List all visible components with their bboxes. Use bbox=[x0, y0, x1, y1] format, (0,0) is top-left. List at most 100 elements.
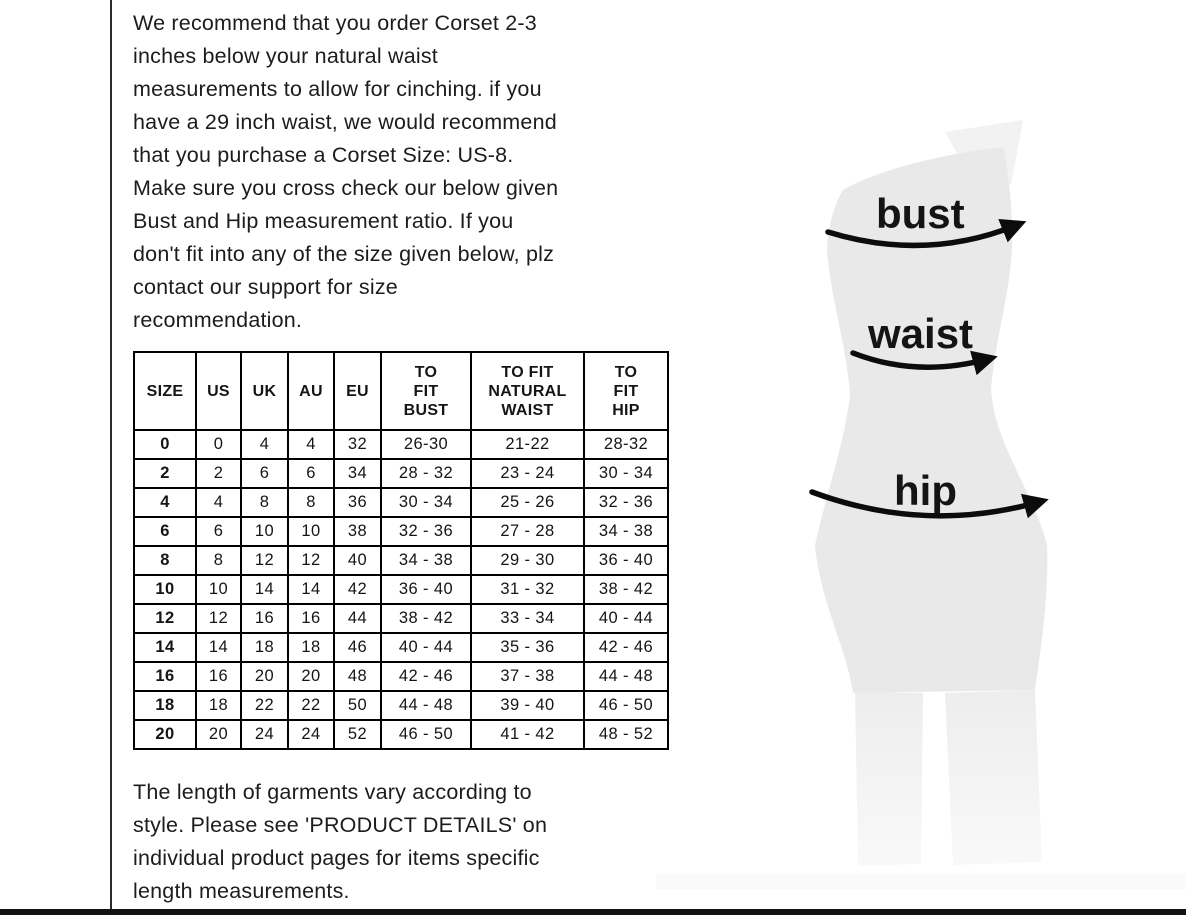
size-cell: 2 bbox=[133, 458, 197, 489]
table-cell: 34 - 38 bbox=[583, 516, 669, 547]
size-cell: 18 bbox=[133, 690, 197, 721]
table-cell: 44 bbox=[333, 603, 382, 634]
table-row: 16 16 20 20 48 42 - 46 37 - 38 44 - 48 bbox=[133, 661, 669, 692]
table-cell: 12 bbox=[240, 545, 289, 576]
table-cell: 23 - 24 bbox=[470, 458, 585, 489]
table-cell: 8 bbox=[240, 487, 289, 518]
table-cell: 10 bbox=[195, 574, 242, 605]
size-cell: 14 bbox=[133, 632, 197, 663]
size-conversion-table: SIZE US UK AU EU TO FIT BUST TO FIT NATU… bbox=[133, 351, 669, 750]
body-measurement-diagram: bust waist hip bbox=[809, 120, 1049, 866]
table-cell: 36 bbox=[333, 487, 382, 518]
table-cell: 6 bbox=[287, 458, 335, 489]
table-cell: 32 - 36 bbox=[380, 516, 472, 547]
bust-arrow bbox=[825, 218, 1027, 249]
table-cell: 40 bbox=[333, 545, 382, 576]
table-cell: 30 - 34 bbox=[380, 487, 472, 518]
table-cell: 8 bbox=[287, 487, 335, 518]
table-cell: 10 bbox=[287, 516, 335, 547]
table-cell: 4 bbox=[287, 429, 335, 460]
table-cell: 16 bbox=[287, 603, 335, 634]
table-cell: 46 - 50 bbox=[380, 719, 472, 750]
table-cell: 12 bbox=[287, 545, 335, 576]
table-cell: 18 bbox=[240, 632, 289, 663]
table-cell: 29 - 30 bbox=[470, 545, 585, 576]
size-cell: 16 bbox=[133, 661, 197, 692]
bust-label: bust bbox=[876, 190, 965, 237]
table-cell: 46 - 50 bbox=[583, 690, 669, 721]
table-cell: 32 bbox=[333, 429, 382, 460]
waist-label: waist bbox=[867, 310, 973, 357]
table-cell: 4 bbox=[240, 429, 289, 460]
table-row: 0 0 4 4 32 26-30 21-22 28-32 bbox=[133, 429, 669, 460]
table-cell: 38 - 42 bbox=[583, 574, 669, 605]
table-cell: 14 bbox=[240, 574, 289, 605]
table-cell: 42 bbox=[333, 574, 382, 605]
header-us: US bbox=[195, 351, 242, 431]
table-cell: 34 bbox=[333, 458, 382, 489]
table-cell: 21-22 bbox=[470, 429, 585, 460]
table-cell: 10 bbox=[240, 516, 289, 547]
table-cell: 12 bbox=[195, 603, 242, 634]
table-cell: 25 - 26 bbox=[470, 487, 585, 518]
table-row: 6 6 10 10 38 32 - 36 27 - 28 34 - 38 bbox=[133, 516, 669, 547]
hip-arrow bbox=[809, 489, 1049, 519]
table-cell: 44 - 48 bbox=[380, 690, 472, 721]
header-uk: UK bbox=[240, 351, 289, 431]
size-cell: 4 bbox=[133, 487, 197, 518]
table-cell: 34 - 38 bbox=[380, 545, 472, 576]
table-cell: 18 bbox=[195, 690, 242, 721]
size-cell: 20 bbox=[133, 719, 197, 750]
table-row: 2 2 6 6 34 28 - 32 23 - 24 30 - 34 bbox=[133, 458, 669, 489]
table-cell: 28-32 bbox=[583, 429, 669, 460]
table-cell: 14 bbox=[287, 574, 335, 605]
table-cell: 14 bbox=[195, 632, 242, 663]
header-to-fit-bust: TO FIT BUST bbox=[380, 351, 472, 431]
table-cell: 8 bbox=[195, 545, 242, 576]
table-cell: 40 - 44 bbox=[380, 632, 472, 663]
header-eu: EU bbox=[333, 351, 382, 431]
table-cell: 37 - 38 bbox=[470, 661, 585, 692]
header-to-fit-natural-waist: TO FIT NATURAL WAIST bbox=[470, 351, 585, 431]
table-cell: 0 bbox=[195, 429, 242, 460]
table-row: 10 10 14 14 42 36 - 40 31 - 32 38 - 42 bbox=[133, 574, 669, 605]
size-cell: 12 bbox=[133, 603, 197, 634]
table-cell: 24 bbox=[287, 719, 335, 750]
table-cell: 38 bbox=[333, 516, 382, 547]
footer-paragraph: The length of garments vary according to… bbox=[133, 780, 548, 903]
hip-label: hip bbox=[894, 467, 957, 514]
table-cell: 4 bbox=[195, 487, 242, 518]
table-cell: 41 - 42 bbox=[470, 719, 585, 750]
table-cell: 36 - 40 bbox=[583, 545, 669, 576]
table-cell: 52 bbox=[333, 719, 382, 750]
table-cell: 26-30 bbox=[380, 429, 472, 460]
table-cell: 6 bbox=[240, 458, 289, 489]
table-cell: 22 bbox=[287, 690, 335, 721]
table-cell: 27 - 28 bbox=[470, 516, 585, 547]
waist-arrow bbox=[850, 350, 998, 376]
photo-edge-band bbox=[656, 874, 1186, 889]
intro-paragraph: We recommend that you order Corset 2-3 i… bbox=[133, 11, 559, 332]
table-cell: 50 bbox=[333, 690, 382, 721]
table-cell: 42 - 46 bbox=[583, 632, 669, 663]
main-content-column: We recommend that you order Corset 2-3 i… bbox=[133, 7, 678, 908]
table-cell: 20 bbox=[195, 719, 242, 750]
header-to-fit-hip: TO FIT HIP bbox=[583, 351, 669, 431]
size-cell: 6 bbox=[133, 516, 197, 547]
left-page-rule bbox=[110, 0, 112, 909]
size-cell: 8 bbox=[133, 545, 197, 576]
table-cell: 22 bbox=[240, 690, 289, 721]
table-cell: 30 - 34 bbox=[583, 458, 669, 489]
table-cell: 18 bbox=[287, 632, 335, 663]
table-cell: 48 - 52 bbox=[583, 719, 669, 750]
table-cell: 44 - 48 bbox=[583, 661, 669, 692]
table-cell: 31 - 32 bbox=[470, 574, 585, 605]
table-row: 8 8 12 12 40 34 - 38 29 - 30 36 - 40 bbox=[133, 545, 669, 576]
table-cell: 33 - 34 bbox=[470, 603, 585, 634]
table-cell: 6 bbox=[195, 516, 242, 547]
table-cell: 2 bbox=[195, 458, 242, 489]
table-cell: 40 - 44 bbox=[583, 603, 669, 634]
left-leg-silhouette bbox=[855, 692, 923, 866]
table-row: 18 18 22 22 50 44 - 48 39 - 40 46 - 50 bbox=[133, 690, 669, 721]
